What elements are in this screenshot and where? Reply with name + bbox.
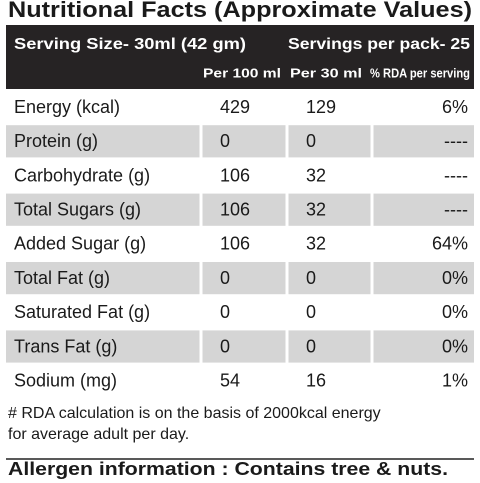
servings-per-pack: Servings per pack- 25 [288,36,470,53]
row-shade [373,193,474,226]
row-shade [288,193,371,226]
column-header: Per 100 ml [203,65,281,80]
amount: 129 [306,97,336,117]
amount: 32 [306,234,326,254]
nutrient-name: Sodium (mg) [14,370,117,390]
rda-value: 64% [432,234,468,254]
rda-value: ---- [444,165,468,185]
header-band [6,25,474,89]
row-shade [6,125,200,158]
row-shade [202,125,286,158]
title: Nutritional Facts (Approximate Values) [8,0,472,22]
amount: 0 [306,268,316,288]
nutrient-name: Total Sugars (g) [14,199,141,219]
footnote: for average adult per day. [8,426,189,443]
row-shade [373,125,474,158]
footnote: # RDA calculation is on the basis of 200… [8,405,381,422]
rda-value: 1% [442,370,468,390]
nutrient-name: Trans Fat (g) [14,336,117,356]
nutrient-name: Protein (g) [14,131,98,151]
amount: 0 [306,336,316,356]
amount: 54 [220,370,240,390]
amount: 106 [220,165,250,185]
row-shade [288,330,371,363]
row-shade [6,193,200,226]
row-shade [202,262,286,295]
amount: 0 [306,131,316,151]
amount: 106 [220,234,250,254]
nutrient-name: Saturated Fat (g) [14,302,150,322]
rda-value: ---- [444,131,468,151]
row-shade [373,262,474,295]
nutrient-name: Added Sugar (g) [14,234,146,254]
nutrient-name: Total Fat (g) [14,268,110,288]
rda-value: 6% [442,97,468,117]
rda-value: 0% [442,268,468,288]
rda-value: 0% [442,336,468,356]
row-shade [373,330,474,363]
row-shade [6,330,200,363]
serving-size: Serving Size- 30ml (42 gm) [14,36,246,53]
allergen: Allergen information : Contains tree & n… [8,459,448,479]
amount: 0 [306,302,316,322]
amount: 32 [306,199,326,219]
nutrient-name: Energy (kcal) [14,97,120,117]
amount: 32 [306,165,326,185]
nutrient-name: Carbohydrate (g) [14,165,150,185]
amount: 0 [220,268,230,288]
amount: 429 [220,97,250,117]
row-shade [288,125,371,158]
column-header: Per 30 ml [290,65,362,80]
row-shade [288,262,371,295]
rda-value: ---- [444,199,468,219]
amount: 16 [306,370,326,390]
column-header: % RDA per serving [370,65,470,80]
amount: 0 [220,131,230,151]
row-shade [202,193,286,226]
row-shade [202,330,286,363]
amount: 0 [220,336,230,356]
rda-value: 0% [442,302,468,322]
row-shade [6,262,200,295]
amount: 0 [220,302,230,322]
amount: 106 [220,199,250,219]
